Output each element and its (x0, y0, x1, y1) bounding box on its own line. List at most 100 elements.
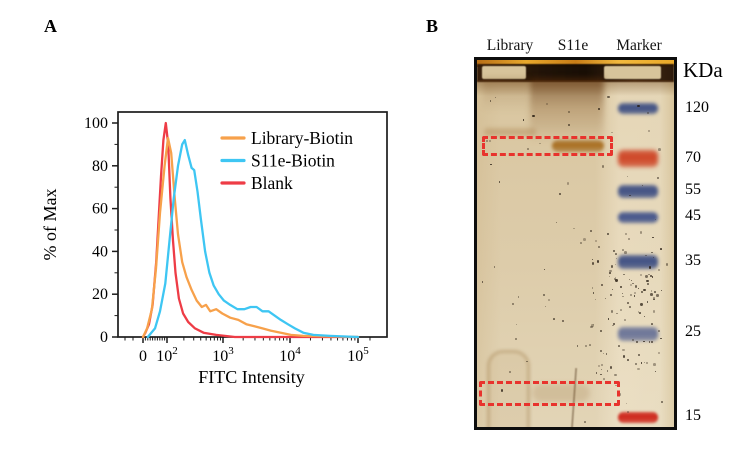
speckle (485, 139, 489, 143)
speckle (594, 298, 597, 301)
legend-label-2: Blank (251, 173, 293, 193)
speckle (657, 177, 660, 180)
speckle (545, 305, 547, 307)
speckle (576, 345, 579, 347)
speckle (489, 100, 492, 102)
speckle (612, 289, 614, 291)
ladder-band-55 (618, 185, 658, 198)
speckle (614, 373, 617, 377)
speckle (590, 325, 593, 329)
speckle (595, 372, 598, 374)
speckle (511, 302, 515, 306)
speckle (508, 370, 511, 373)
x-tick-label: 0 (139, 348, 147, 365)
speckle (618, 393, 622, 396)
speckle (539, 142, 541, 144)
speckle (622, 295, 624, 298)
speckle (615, 312, 618, 315)
legend-label-1: S11e-Biotin (251, 151, 335, 171)
speckle (607, 370, 609, 372)
legend-label-0: Library-Biotin (251, 128, 353, 148)
speckle (514, 337, 517, 341)
speckle (634, 285, 638, 288)
speckle (527, 148, 529, 151)
speckle (613, 323, 616, 326)
gel-faint-band-library (484, 128, 536, 136)
y-tick-label: 80 (92, 158, 108, 175)
speckle (615, 279, 618, 282)
flow-cytometry-chart: 0 20 40 60 80 100 0 102 103 104 105 FITC Intensity%… (40, 111, 388, 387)
speckle (629, 283, 633, 287)
speckle (648, 340, 651, 343)
speckle (637, 104, 640, 108)
ladder-label-55: 55 (685, 181, 701, 198)
speckle (580, 242, 583, 245)
ladder-label-120: 120 (685, 99, 709, 116)
x-tick-label: 104 (279, 345, 301, 365)
x-tick-label: 102 (156, 345, 178, 365)
speckle (640, 273, 642, 276)
speckle (652, 310, 656, 313)
speckle (640, 362, 643, 364)
speckle (637, 353, 641, 356)
speckle (607, 318, 610, 320)
speckle (626, 402, 628, 404)
speckle (633, 295, 636, 298)
speckle (609, 271, 612, 274)
speckle (651, 276, 653, 278)
speckle (627, 358, 630, 361)
speckle (611, 131, 613, 133)
speckle (622, 349, 625, 352)
speckle (644, 361, 646, 363)
y-axis-title: % of Max (40, 189, 60, 261)
speckle (566, 182, 570, 185)
speckle (548, 298, 551, 301)
ladder-label-15: 15 (685, 407, 701, 424)
ladder-label-70: 70 (685, 149, 701, 166)
speckle (631, 338, 634, 341)
speckle (657, 269, 660, 272)
speckle (545, 102, 549, 106)
speckle (553, 318, 555, 320)
speckle (660, 290, 662, 292)
speckle (522, 119, 525, 121)
kda-unit-label: KDa (683, 58, 723, 82)
speckle (622, 249, 624, 251)
x-tick-label: 103 (212, 345, 234, 365)
speckle (643, 340, 645, 343)
speckle (542, 293, 545, 296)
gel-band-s11e (552, 140, 604, 152)
speckle (630, 294, 632, 297)
speckle (606, 232, 610, 236)
speckle (605, 353, 608, 355)
speckle (614, 276, 616, 279)
speckle (615, 258, 617, 260)
speckle (612, 325, 614, 327)
gel-smear-library (483, 78, 529, 112)
speckle (652, 236, 654, 239)
ladder-band-15 (618, 412, 658, 423)
speckle (648, 266, 651, 269)
speckle (621, 293, 623, 295)
gel-arc-smear-library (487, 350, 530, 427)
speckle (650, 293, 653, 296)
ladder-label-25: 25 (685, 323, 701, 340)
speckle (591, 258, 593, 260)
speckle (601, 368, 603, 371)
speckle (665, 263, 668, 266)
y-tick-label: 40 (92, 243, 108, 260)
speckle (651, 340, 654, 344)
gel-lane-label-marker: Marker (616, 37, 662, 54)
speckle (647, 112, 650, 115)
y-tick-label: 0 (100, 329, 108, 346)
speckle (609, 276, 611, 278)
speckle (591, 262, 595, 265)
speckle (629, 279, 631, 281)
speckle (604, 297, 607, 300)
speckle (558, 192, 561, 195)
speckle (654, 291, 656, 294)
speckle (646, 362, 649, 365)
speckle (645, 254, 648, 257)
speckle (626, 410, 629, 413)
